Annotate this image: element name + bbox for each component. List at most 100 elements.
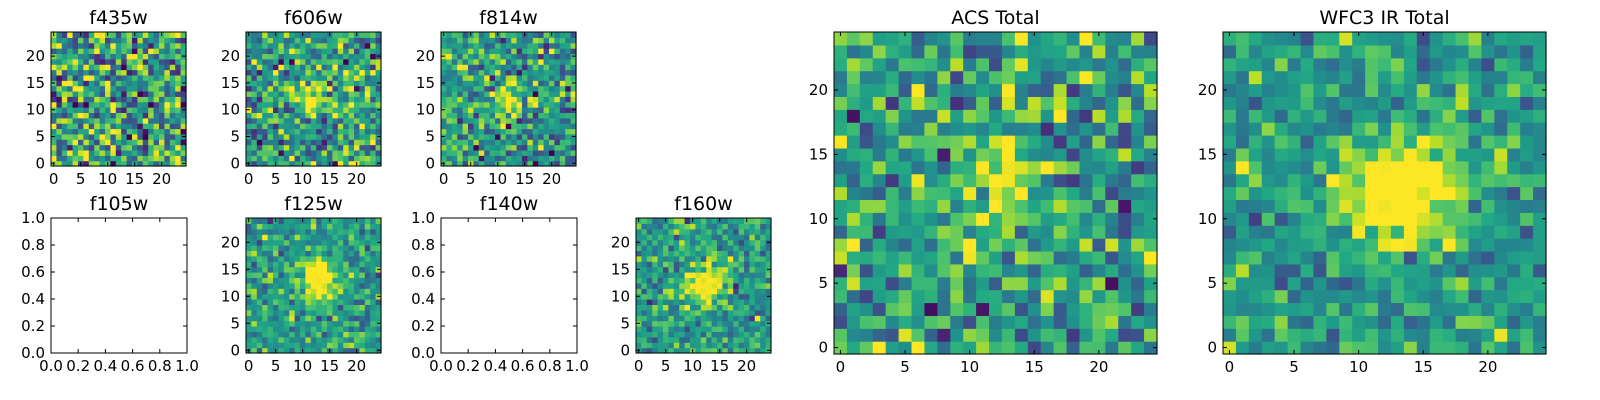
heatmap-cell xyxy=(94,117,101,124)
heatmap-cell xyxy=(872,32,887,46)
heatmap-cell xyxy=(1442,199,1457,213)
heatmap-cell xyxy=(1131,147,1145,162)
heatmap-cell xyxy=(321,282,328,289)
heatmap-cell xyxy=(754,315,761,322)
heatmap-cell xyxy=(522,128,528,135)
heatmap-cell xyxy=(679,336,686,343)
heatmap-cell xyxy=(1001,212,1016,226)
heatmap-cell xyxy=(1403,122,1418,136)
heatmap-cell xyxy=(1468,212,1482,226)
heatmap-cell xyxy=(305,331,312,338)
heatmap-cell xyxy=(1455,238,1470,252)
heatmap-cell xyxy=(1378,57,1392,72)
heatmap-cell xyxy=(484,101,491,108)
heatmap-cell xyxy=(1248,160,1263,175)
heatmap-cell xyxy=(1092,199,1106,213)
heatmap-cell xyxy=(359,336,366,343)
heatmap-cell xyxy=(153,117,160,124)
heatmap-cell xyxy=(565,117,572,124)
heatmap-cell xyxy=(1326,57,1340,72)
heatmap-cell xyxy=(348,85,355,92)
heatmap-cell xyxy=(316,309,323,316)
heatmap-cell xyxy=(872,135,887,149)
heatmap-cell xyxy=(1507,44,1521,59)
heatmap-cell xyxy=(164,160,171,167)
heatmap-cell xyxy=(963,160,977,175)
heatmap-cell xyxy=(570,58,577,65)
heatmap-cell xyxy=(473,96,480,103)
heatmap-cell xyxy=(500,160,507,167)
heatmap-cell xyxy=(370,309,377,316)
heatmap-cell xyxy=(673,342,680,349)
heatmap-cell xyxy=(175,64,182,71)
heatmap-cell xyxy=(706,250,713,257)
heatmap-cell xyxy=(516,37,523,44)
heatmap-cell xyxy=(246,101,252,108)
heatmap-cell xyxy=(337,261,344,268)
heatmap-cell xyxy=(549,107,555,113)
heatmap-cell xyxy=(538,42,545,49)
heatmap-cell xyxy=(294,261,301,268)
heatmap-cell xyxy=(690,288,696,295)
heatmap-cell xyxy=(834,225,848,239)
heatmap-cell xyxy=(72,37,79,44)
heatmap-cell xyxy=(327,74,333,81)
heatmap-cell xyxy=(738,331,745,338)
heatmap-cell xyxy=(1105,160,1119,175)
heatmap-cell xyxy=(251,160,258,167)
heatmap-cell xyxy=(348,304,355,311)
heatmap-cell xyxy=(1390,238,1405,252)
heatmap-cell xyxy=(1429,212,1444,226)
heatmap-cell xyxy=(262,58,269,65)
heatmap-cell xyxy=(354,117,360,124)
heatmap-cell xyxy=(885,96,900,110)
heatmap-cell xyxy=(859,70,874,85)
heatmap-cell xyxy=(310,272,317,278)
heatmap-cell xyxy=(663,228,669,235)
heatmap-cell xyxy=(457,69,464,76)
heatmap-cell xyxy=(148,128,155,135)
heatmap-cell xyxy=(565,53,572,60)
heatmap-cell xyxy=(1416,328,1431,342)
heatmap-cell xyxy=(332,228,339,235)
heatmap-cell xyxy=(989,173,1003,188)
heatmap-cell xyxy=(67,155,74,162)
heatmap-cell xyxy=(898,173,913,188)
heatmap-cell xyxy=(364,293,371,300)
heatmap-cell xyxy=(364,304,371,311)
heatmap-cell xyxy=(711,223,718,230)
heatmap-cell xyxy=(316,149,323,156)
heatmap-cell xyxy=(1118,328,1132,342)
heatmap-cell xyxy=(565,123,572,130)
heatmap-cell xyxy=(262,80,269,87)
heatmap-cell xyxy=(1014,160,1029,175)
heatmap-cell xyxy=(565,85,572,92)
heatmap-cell xyxy=(749,347,756,354)
heatmap-cell xyxy=(175,155,182,162)
heatmap-cell xyxy=(1455,276,1470,291)
heatmap-cell xyxy=(169,69,176,76)
heatmap-cell xyxy=(67,139,74,146)
heatmap-cell xyxy=(543,53,550,60)
heatmap-cell xyxy=(327,101,333,108)
heatmap-cell xyxy=(1313,250,1327,265)
heatmap-cell xyxy=(744,315,750,322)
heatmap-cell xyxy=(348,80,355,87)
heatmap-cell xyxy=(711,320,718,327)
heatmap-cell xyxy=(1352,57,1366,72)
heatmap-cell xyxy=(343,64,350,71)
heatmap-cell xyxy=(337,255,344,262)
heatmap-cell xyxy=(641,331,648,338)
heatmap-cell xyxy=(489,80,496,87)
heatmap-cell xyxy=(1040,109,1055,123)
heatmap-cell xyxy=(711,293,718,300)
heatmap-cell xyxy=(267,299,274,305)
heatmap-cell xyxy=(717,234,723,241)
heatmap-cell xyxy=(169,37,176,44)
heatmap-cell xyxy=(337,282,344,289)
heatmap-cell xyxy=(1248,302,1263,316)
heatmap-cell xyxy=(1040,225,1055,239)
heatmap-cell xyxy=(267,101,274,108)
heatmap-cell xyxy=(733,331,740,338)
heatmap-cell xyxy=(937,173,951,188)
